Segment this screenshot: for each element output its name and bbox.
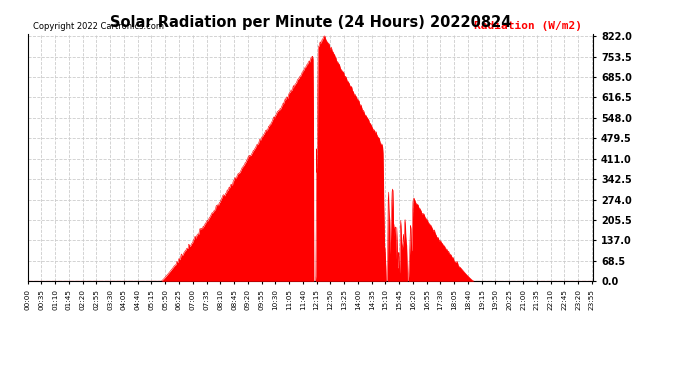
Text: Radiation (W/m2): Radiation (W/m2) — [474, 21, 582, 31]
Text: Copyright 2022 Cartronics.com: Copyright 2022 Cartronics.com — [33, 22, 164, 31]
Title: Solar Radiation per Minute (24 Hours) 20220824: Solar Radiation per Minute (24 Hours) 20… — [110, 15, 511, 30]
